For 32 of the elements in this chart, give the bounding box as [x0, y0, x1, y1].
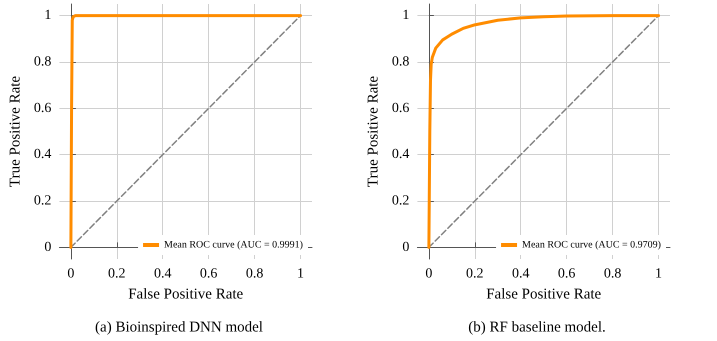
x-axis-title: False Positive Rate: [486, 286, 602, 302]
text: (b) RF baseline model.: [468, 320, 606, 336]
y-tick-label: 0.8: [34, 54, 52, 70]
x-tick-label: 0.4: [154, 266, 172, 282]
y-tick-label: 0.4: [34, 147, 52, 162]
y-tick-label: 0.2: [392, 194, 410, 209]
x-tick-label: 0.4: [512, 266, 530, 282]
y-tick-label: 1: [402, 8, 410, 24]
y-axis-title: True Positive Rate: [366, 76, 382, 188]
y-tick-label: 0.6: [34, 100, 52, 116]
text: (a) Bioinspired DNN model: [95, 320, 263, 336]
y-tick-label: 0: [402, 240, 410, 255]
x-tick-label: 0.8: [246, 266, 264, 282]
x-tick-label: 0: [67, 266, 74, 282]
y-tick-label: 1: [44, 8, 52, 24]
x-tick-label: 0.6: [200, 266, 218, 282]
x-tick-label: 0.2: [108, 266, 126, 282]
x-tick-label: 0: [425, 266, 432, 282]
y-tick-label: 0.6: [392, 100, 410, 116]
x-tick-label: 0.6: [558, 266, 576, 282]
x-tick-label: 1: [655, 266, 662, 282]
y-tick-label: 0.2: [34, 194, 52, 209]
y-axis-title: True Positive Rate: [8, 76, 24, 188]
legend-label: Mean ROC curve (AUC = 0.9709): [522, 240, 662, 250]
x-axis-title: False Positive Rate: [128, 286, 244, 302]
y-tick-label: 0: [44, 240, 52, 255]
y-tick-label: 0.4: [392, 147, 410, 162]
legend-label: Mean ROC curve (AUC = 0.9991): [164, 240, 304, 250]
x-tick-label: 0.2: [466, 266, 484, 282]
x-tick-label: 0.8: [604, 266, 622, 282]
y-tick-label: 0.8: [392, 54, 410, 70]
x-tick-label: 1: [297, 266, 304, 282]
